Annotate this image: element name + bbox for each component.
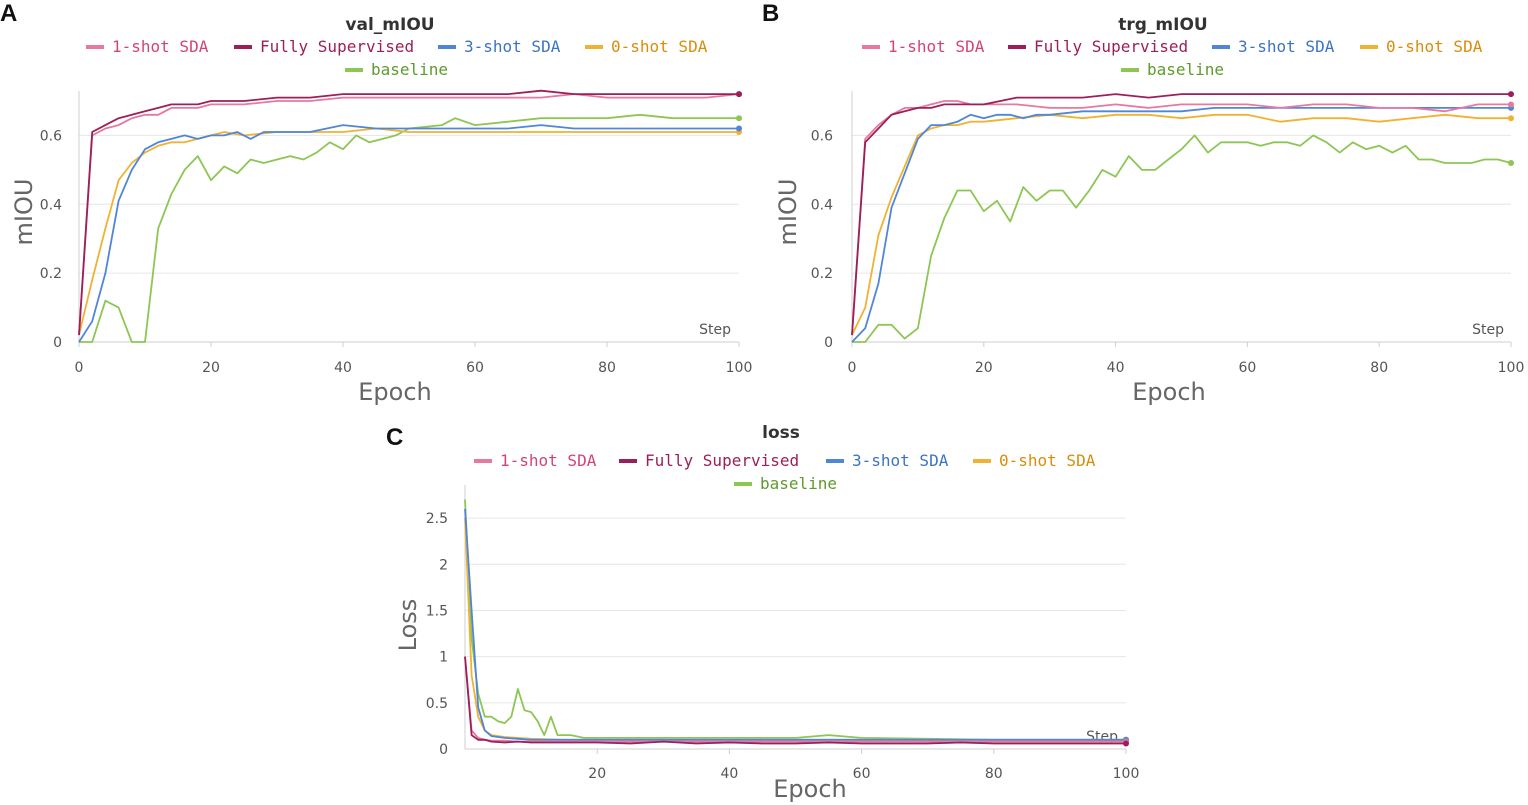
x-tick-label: 40 xyxy=(720,766,738,782)
y-tick-label: 0.4 xyxy=(811,197,833,213)
series-line-fully-supervised xyxy=(78,89,739,336)
x-tick-label: 40 xyxy=(334,360,352,376)
step-label: Step xyxy=(1086,729,1118,745)
series-endpoint-fully-supervised xyxy=(736,91,742,98)
series-line-baseline xyxy=(852,134,1512,343)
series-line-1-shot-sda xyxy=(851,100,1511,336)
series-line-0-shot-sda xyxy=(78,127,739,336)
y-tick-label: 2 xyxy=(439,557,448,573)
series-line-0-shot-sda xyxy=(464,518,1126,741)
x-tick-label: 80 xyxy=(985,766,1003,782)
x-tick-label: 40 xyxy=(1107,360,1125,376)
panel-label-c: C xyxy=(386,424,404,451)
y-tick-label: 0.6 xyxy=(811,128,833,144)
y-tick-label: 0.6 xyxy=(40,128,62,144)
legend-label-fully-supervised: Fully Supervised xyxy=(260,37,414,56)
panel-label-a: A xyxy=(0,0,18,27)
series-endpoint-fully-supervised xyxy=(1508,91,1514,98)
legend-label-3-shot-sda: 3-shot SDA xyxy=(464,37,561,56)
x-tick-label: 60 xyxy=(466,360,484,376)
chart-trg-miou: trg_mIOU 1-shot SDA Fully Supervised 3-shot… xyxy=(774,15,1525,406)
panel-label-b: B xyxy=(762,0,780,27)
y-tick-label: 2.5 xyxy=(426,511,448,527)
x-axis-title: Epoch xyxy=(773,775,847,803)
y-tick-label: 0 xyxy=(824,335,833,351)
series-endpoint-0-shot-sda xyxy=(1508,115,1514,122)
x-tick-label: 100 xyxy=(1113,766,1140,782)
series-line-baseline xyxy=(79,113,739,343)
step-label: Step xyxy=(699,322,731,338)
series-line-fully-supervised xyxy=(851,93,1511,336)
series-line-1-shot-sda xyxy=(78,93,740,336)
series-endpoint-baseline xyxy=(1508,159,1514,166)
x-tick-label: 60 xyxy=(853,766,871,782)
x-axis-title: Epoch xyxy=(358,378,432,406)
legend-label-baseline: baseline xyxy=(371,60,448,79)
x-tick-label: 0 xyxy=(848,360,857,376)
x-tick-label: 20 xyxy=(202,360,220,376)
series-line-baseline xyxy=(464,499,1126,741)
y-tick-label: 0.2 xyxy=(40,266,62,282)
chart-loss: loss 1-shot SDA Fully Supervised 3-shot SDA… xyxy=(394,423,1140,803)
x-tick-label: 100 xyxy=(1498,360,1525,376)
x-tick-label: 80 xyxy=(598,360,616,376)
chart-title: loss xyxy=(762,423,800,443)
series-line-3-shot-sda xyxy=(464,508,1126,741)
x-tick-label: 20 xyxy=(588,766,606,782)
legend-label-3-shot-sda: 3-shot SDA xyxy=(852,451,949,470)
legend-label-1-shot-sda: 1-shot SDA xyxy=(888,37,985,56)
legend-label-1-shot-sda: 1-shot SDA xyxy=(112,37,209,56)
y-tick-label: 1 xyxy=(439,650,448,666)
series-endpoint-baseline xyxy=(736,115,742,122)
step-label: Step xyxy=(1472,322,1504,338)
legend-label-3-shot-sda: 3-shot SDA xyxy=(1238,37,1335,56)
legend-label-baseline: baseline xyxy=(760,474,837,493)
legend-label-0-shot-sda: 0-shot SDA xyxy=(1386,37,1483,56)
y-tick-label: 0 xyxy=(439,742,448,758)
y-tick-label: 0.5 xyxy=(426,696,448,712)
x-tick-label: 60 xyxy=(1238,360,1256,376)
legend-label-baseline: baseline xyxy=(1147,60,1224,79)
series-line-0-shot-sda xyxy=(851,113,1511,336)
series-line-1-shot-sda xyxy=(464,656,1126,743)
series-line-3-shot-sda xyxy=(851,107,1511,343)
legend-label-0-shot-sda: 0-shot SDA xyxy=(611,37,708,56)
series-endpoint-fully-supervised xyxy=(1123,740,1129,747)
x-tick-label: 0 xyxy=(75,360,84,376)
chart-val-miou: val_mIOU 1-shot SDA Fully Supervised 3-shot… xyxy=(10,15,753,406)
chart-title: val_mIOU xyxy=(345,15,434,35)
y-tick-label: 1.5 xyxy=(426,603,448,619)
y-tick-label: 0 xyxy=(53,335,62,351)
legend-label-1-shot-sda: 1-shot SDA xyxy=(500,451,597,470)
series-line-fully-supervised xyxy=(464,656,1126,745)
y-tick-label: 0.4 xyxy=(40,197,62,213)
x-axis-title: Epoch xyxy=(1132,378,1206,406)
series-endpoint-3-shot-sda xyxy=(736,125,742,132)
y-axis-title: mIOU xyxy=(774,179,802,246)
y-tick-label: 0.2 xyxy=(811,266,833,282)
legend-label-fully-supervised: Fully Supervised xyxy=(1034,37,1188,56)
chart-title: trg_mIOU xyxy=(1118,15,1207,35)
y-axis-title: mIOU xyxy=(10,179,38,246)
legend-label-0-shot-sda: 0-shot SDA xyxy=(999,451,1096,470)
y-axis-title: Loss xyxy=(394,599,422,652)
series-line-3-shot-sda xyxy=(78,124,739,343)
x-tick-label: 20 xyxy=(975,360,993,376)
series-endpoint-1-shot-sda xyxy=(1508,101,1514,108)
x-tick-label: 100 xyxy=(726,360,753,376)
legend-label-fully-supervised: Fully Supervised xyxy=(645,451,799,470)
x-tick-label: 80 xyxy=(1370,360,1388,376)
